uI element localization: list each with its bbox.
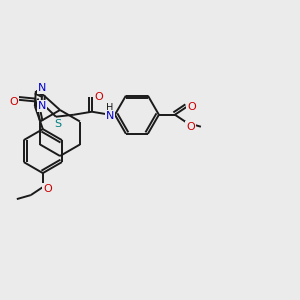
Text: S: S (39, 82, 46, 93)
Text: O: O (94, 92, 103, 102)
Text: N: N (38, 101, 46, 111)
Text: H: H (106, 103, 114, 113)
Text: N: N (106, 111, 114, 121)
Text: O: O (187, 122, 195, 132)
Text: N: N (38, 83, 46, 93)
Text: O: O (9, 97, 18, 107)
Text: S: S (54, 119, 61, 129)
Text: O: O (188, 102, 196, 112)
Text: O: O (44, 184, 52, 194)
